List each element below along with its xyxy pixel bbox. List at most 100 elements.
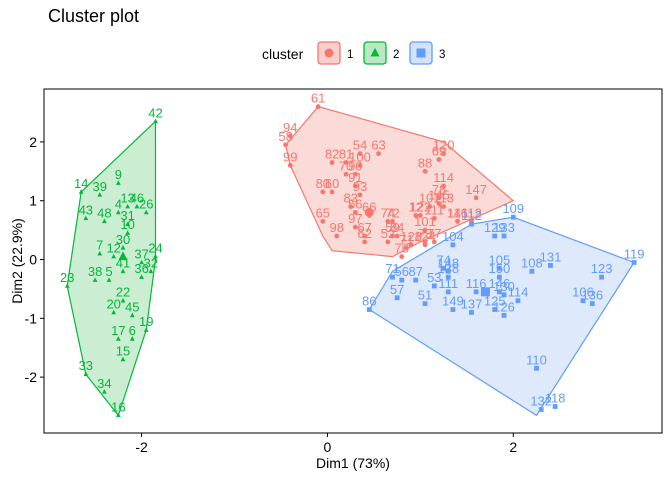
point-label: 87 bbox=[408, 264, 422, 279]
legend-label-1: 1 bbox=[347, 49, 353, 61]
point-label: 12 bbox=[106, 241, 120, 256]
point-label: 76 bbox=[395, 241, 409, 256]
cluster-3-point bbox=[501, 233, 507, 239]
cluster-3-point bbox=[534, 365, 539, 371]
point-label: 107 bbox=[419, 191, 441, 206]
cluster-3-point bbox=[631, 260, 637, 265]
cluster-2-point bbox=[148, 268, 154, 274]
point-label: 6 bbox=[129, 323, 136, 338]
point-label: 54 bbox=[353, 138, 367, 153]
cluster-2-point bbox=[120, 245, 126, 250]
point-label: 58 bbox=[278, 129, 292, 144]
point-label: 119 bbox=[624, 246, 645, 261]
point-label: 97 bbox=[348, 211, 362, 226]
point-label: 136 bbox=[581, 288, 603, 303]
cluster-1-point bbox=[283, 142, 289, 148]
point-label: 39 bbox=[93, 179, 107, 194]
cluster-3-point bbox=[580, 298, 586, 304]
point-label: 23 bbox=[60, 270, 74, 285]
cluster-1-point bbox=[362, 233, 368, 239]
cluster-1-point bbox=[287, 163, 293, 168]
y-axis: -2 -1 0 1 2 bbox=[25, 134, 44, 385]
cluster-2-point bbox=[134, 203, 140, 209]
point-label: 70 bbox=[339, 158, 353, 173]
point-label: 17 bbox=[111, 323, 125, 338]
cluster-1-point bbox=[329, 189, 335, 195]
point-label: 80 bbox=[316, 176, 330, 191]
point-label: 83 bbox=[343, 191, 357, 206]
legend-title: cluster bbox=[262, 46, 304, 62]
point-label: 26 bbox=[139, 196, 153, 211]
point-label: 149 bbox=[442, 294, 464, 309]
point-label: 73 bbox=[418, 226, 432, 241]
point-label: 7 bbox=[96, 238, 103, 253]
cluster-2-point bbox=[125, 203, 131, 209]
point-label: 77 bbox=[427, 226, 441, 241]
cluster-3-point bbox=[496, 289, 502, 295]
point-label: 30 bbox=[116, 232, 130, 247]
point-label: 132 bbox=[530, 393, 552, 408]
cluster-1-point bbox=[455, 218, 460, 224]
point-label: 116 bbox=[447, 205, 468, 220]
point-label: 148 bbox=[437, 255, 459, 270]
legend-label-3: 3 bbox=[439, 49, 445, 61]
point-label: 90 bbox=[348, 158, 362, 173]
cluster-2-point bbox=[120, 268, 126, 274]
cluster-1-point bbox=[441, 204, 447, 210]
cluster-1-point bbox=[376, 151, 381, 157]
point-label: 5 bbox=[105, 264, 112, 279]
cluster-3-point bbox=[469, 310, 474, 315]
point-label: 37 bbox=[134, 246, 148, 261]
point-label: 13 bbox=[120, 191, 134, 206]
point-label: 48 bbox=[97, 205, 111, 220]
cluster-3-point bbox=[450, 242, 456, 248]
cluster-3-point bbox=[492, 233, 498, 239]
cluster-2-point bbox=[111, 253, 117, 259]
point-label: 84 bbox=[390, 220, 404, 235]
cluster-1-hull bbox=[284, 105, 515, 258]
cluster-1-point bbox=[329, 160, 335, 165]
point-label: 43 bbox=[79, 202, 93, 217]
y-tick-label: 2 bbox=[29, 134, 37, 150]
point-label: 52 bbox=[381, 226, 395, 241]
cluster-2-point bbox=[120, 356, 126, 362]
point-label: 24 bbox=[148, 241, 162, 256]
point-label: 116 bbox=[466, 276, 487, 291]
cluster-2-point bbox=[139, 274, 144, 279]
cluster-2-point bbox=[143, 327, 149, 332]
legend: cluster 1 2 3 bbox=[262, 41, 445, 65]
cluster-1-point bbox=[320, 189, 326, 195]
point-label: 108 bbox=[521, 255, 543, 270]
x-tick-label: 0 bbox=[324, 439, 332, 455]
point-label: 126 bbox=[493, 299, 515, 314]
point-label: 129 bbox=[484, 220, 506, 235]
cluster-2-point bbox=[139, 259, 144, 265]
point-label: 22 bbox=[116, 285, 130, 300]
point-label: 57 bbox=[390, 282, 404, 297]
point-label: 138 bbox=[437, 261, 459, 276]
cluster-1-point bbox=[357, 163, 363, 168]
point-label: 109 bbox=[502, 201, 524, 216]
cluster-3-point bbox=[496, 274, 502, 280]
cluster-1-point bbox=[417, 213, 423, 218]
point-label: 99 bbox=[283, 149, 297, 164]
cluster-1-point bbox=[436, 201, 442, 207]
cluster-1-point bbox=[431, 215, 437, 221]
cluster-1-point bbox=[394, 233, 400, 239]
cluster-3-point bbox=[501, 292, 507, 298]
cluster-2-point bbox=[125, 221, 131, 227]
cluster-1-point bbox=[320, 218, 326, 224]
y-tick-label: 0 bbox=[29, 252, 37, 268]
point-label: 31 bbox=[120, 208, 134, 223]
cluster-2-centroid bbox=[118, 251, 128, 260]
point-label: 82 bbox=[325, 147, 339, 162]
cluster-1-point bbox=[352, 171, 358, 177]
cluster-2-point bbox=[143, 209, 149, 215]
x-axis-label: Dim1 (73%) bbox=[316, 455, 390, 471]
point-label: 53 bbox=[427, 270, 441, 285]
point-label: 69 bbox=[432, 144, 446, 159]
point-label: 122 bbox=[410, 199, 432, 214]
point-label: 81 bbox=[339, 147, 353, 162]
cluster-3-point bbox=[538, 407, 544, 412]
